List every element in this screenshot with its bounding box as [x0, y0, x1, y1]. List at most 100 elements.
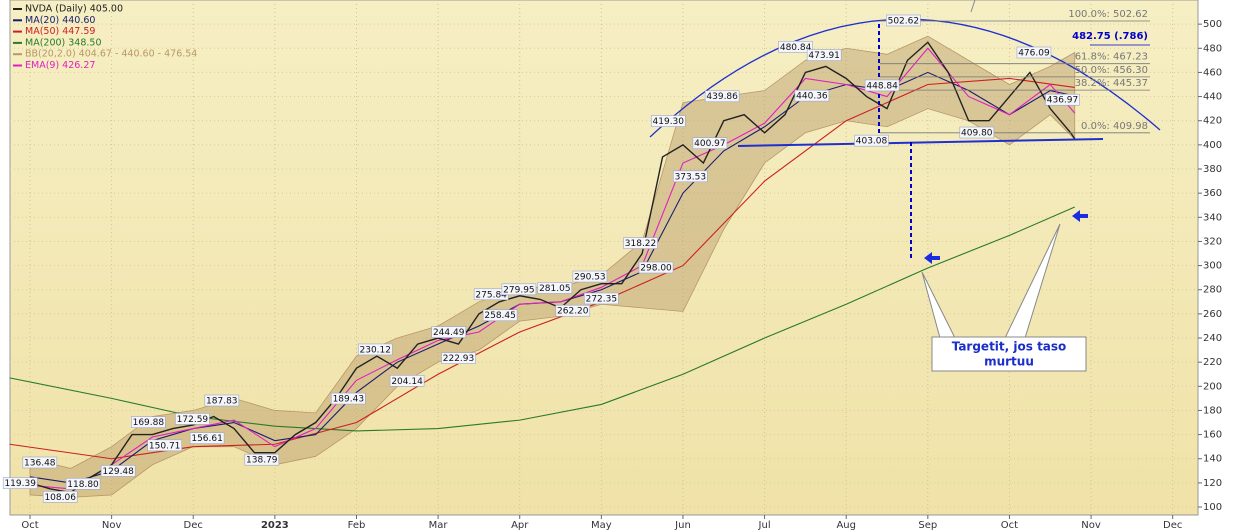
fib-label: 38.2%: 445.37: [1075, 78, 1148, 89]
price-label-box: [482, 309, 518, 322]
price-label-text: 448.84: [866, 81, 898, 91]
y-tick-label: 320: [1203, 236, 1222, 247]
y-tick-label: 160: [1203, 430, 1222, 441]
price-label: 439.86: [704, 90, 740, 102]
price-label-box: [244, 453, 280, 466]
y-tick-label: 260: [1203, 309, 1222, 320]
x-tick-label: Oct: [21, 520, 38, 531]
legend-label: EMA(9) 426.27: [25, 60, 95, 71]
y-tick-label: 120: [1203, 478, 1222, 489]
callout-text: Targetit, jos taso: [952, 340, 1067, 354]
price-label-text: 279.95: [503, 285, 535, 295]
x-tick-label: Oct: [1001, 520, 1018, 531]
price-label-box: [854, 134, 889, 147]
x-tick-label: Dec: [184, 520, 203, 531]
price-label-box: [692, 137, 728, 149]
price-label-box: [959, 126, 995, 139]
legend-label: MA(200) 348.50: [25, 37, 102, 48]
price-label-text: 419.30: [653, 117, 685, 127]
price-label: 129.48: [100, 465, 136, 477]
price-label-box: [22, 456, 58, 469]
price-label: 436.97: [1045, 93, 1080, 106]
price-label-text: 436.97: [1047, 96, 1079, 106]
price-label-text: 204.14: [391, 377, 423, 387]
y-tick-label: 220: [1203, 357, 1222, 368]
price-label-box: [537, 282, 573, 294]
pointer: [970, 0, 976, 13]
price-label: 189.43: [331, 392, 366, 405]
price-label-box: [42, 491, 78, 503]
price-label: 262.20: [555, 304, 591, 317]
price-label: 187.83: [204, 394, 240, 407]
price-label-text: 156.61: [191, 434, 223, 444]
price-label-box: [650, 115, 686, 127]
price-label: 230.12: [357, 343, 393, 355]
price-label-text: 502.62: [888, 16, 920, 26]
x-tick-label: Nov: [1081, 520, 1101, 531]
fib-label: 482.75 (.786): [1072, 31, 1148, 42]
price-label-box: [100, 465, 136, 477]
x-tick-label: Nov: [102, 520, 122, 531]
price-label-box: [175, 413, 210, 425]
legend-label: BB(20,2.0) 404.67 - 440.60 - 476.54: [25, 49, 197, 60]
y-tick-label: 280: [1203, 285, 1222, 296]
legend-label: MA(20) 440.60: [25, 15, 95, 26]
x-tick-label: May: [591, 520, 612, 531]
price-label: 318.22: [623, 237, 658, 249]
y-tick-label: 440: [1203, 92, 1222, 103]
price-label-box: [572, 270, 608, 283]
price-label-box: [806, 49, 842, 61]
price-label-text: 440.36: [796, 92, 828, 102]
price-label: 272.35: [584, 292, 619, 305]
price-label-box: [584, 292, 619, 305]
price-label: 502.62: [886, 14, 921, 26]
price-label-text: 172.59: [177, 415, 209, 425]
x-tick-label: Jun: [674, 520, 691, 531]
x-tick-label: Sep: [918, 520, 937, 531]
price-label-text: 118.80: [67, 480, 99, 490]
price-label: 222.93: [441, 352, 476, 364]
price-label-box: [204, 394, 240, 407]
price-label-text: 439.86: [706, 92, 738, 102]
price-label-text: 400.97: [694, 139, 726, 149]
x-tick-label: Apr: [511, 520, 529, 531]
price-label-box: [501, 283, 537, 296]
arrow: [1072, 210, 1088, 222]
price-label-text: 119.39: [4, 479, 36, 489]
price-label: 440.36: [794, 89, 830, 102]
price-label: 258.45: [482, 309, 518, 322]
price-label: 118.80: [65, 478, 101, 490]
price-label: 244.49: [431, 326, 467, 338]
price-label: 108.06: [42, 491, 78, 503]
x-tick-label: Feb: [348, 520, 366, 531]
y-tick-label: 180: [1203, 405, 1222, 416]
support-line: [737, 138, 1104, 147]
fib-label: 100.0%: 502.62: [1068, 9, 1148, 20]
price-label: 403.08: [854, 134, 889, 147]
price-label: 419.30: [650, 115, 686, 127]
price-label: 136.48: [22, 456, 58, 469]
price-label-text: 298.00: [640, 264, 672, 274]
y-tick-label: 500: [1203, 19, 1222, 30]
price-label: 281.05: [537, 282, 573, 294]
price-label-text: 222.93: [443, 354, 475, 364]
price-label-box: [189, 432, 225, 444]
price-label-box: [65, 478, 101, 490]
price-label-text: 108.06: [44, 493, 76, 503]
legend-label: NVDA (Daily) 405.00: [25, 4, 123, 15]
price-label-text: 189.43: [333, 395, 365, 405]
price-label-text: 272.35: [586, 294, 618, 304]
price-label: 298.00: [638, 261, 674, 274]
arrow: [924, 252, 940, 264]
y-tick-label: 100: [1203, 502, 1222, 513]
series-line: [9, 77, 1075, 460]
price-label: 169.88: [131, 416, 166, 428]
price-label: 138.79: [244, 453, 280, 466]
fib-label: 50.0%: 456.30: [1075, 65, 1148, 76]
price-label: 156.61: [189, 432, 225, 444]
price-label: 204.14: [389, 375, 425, 387]
y-tick-label: 140: [1203, 454, 1222, 465]
price-label-box: [794, 89, 830, 102]
price-label-text: 473.91: [808, 51, 840, 61]
price-label-box: [331, 392, 366, 405]
